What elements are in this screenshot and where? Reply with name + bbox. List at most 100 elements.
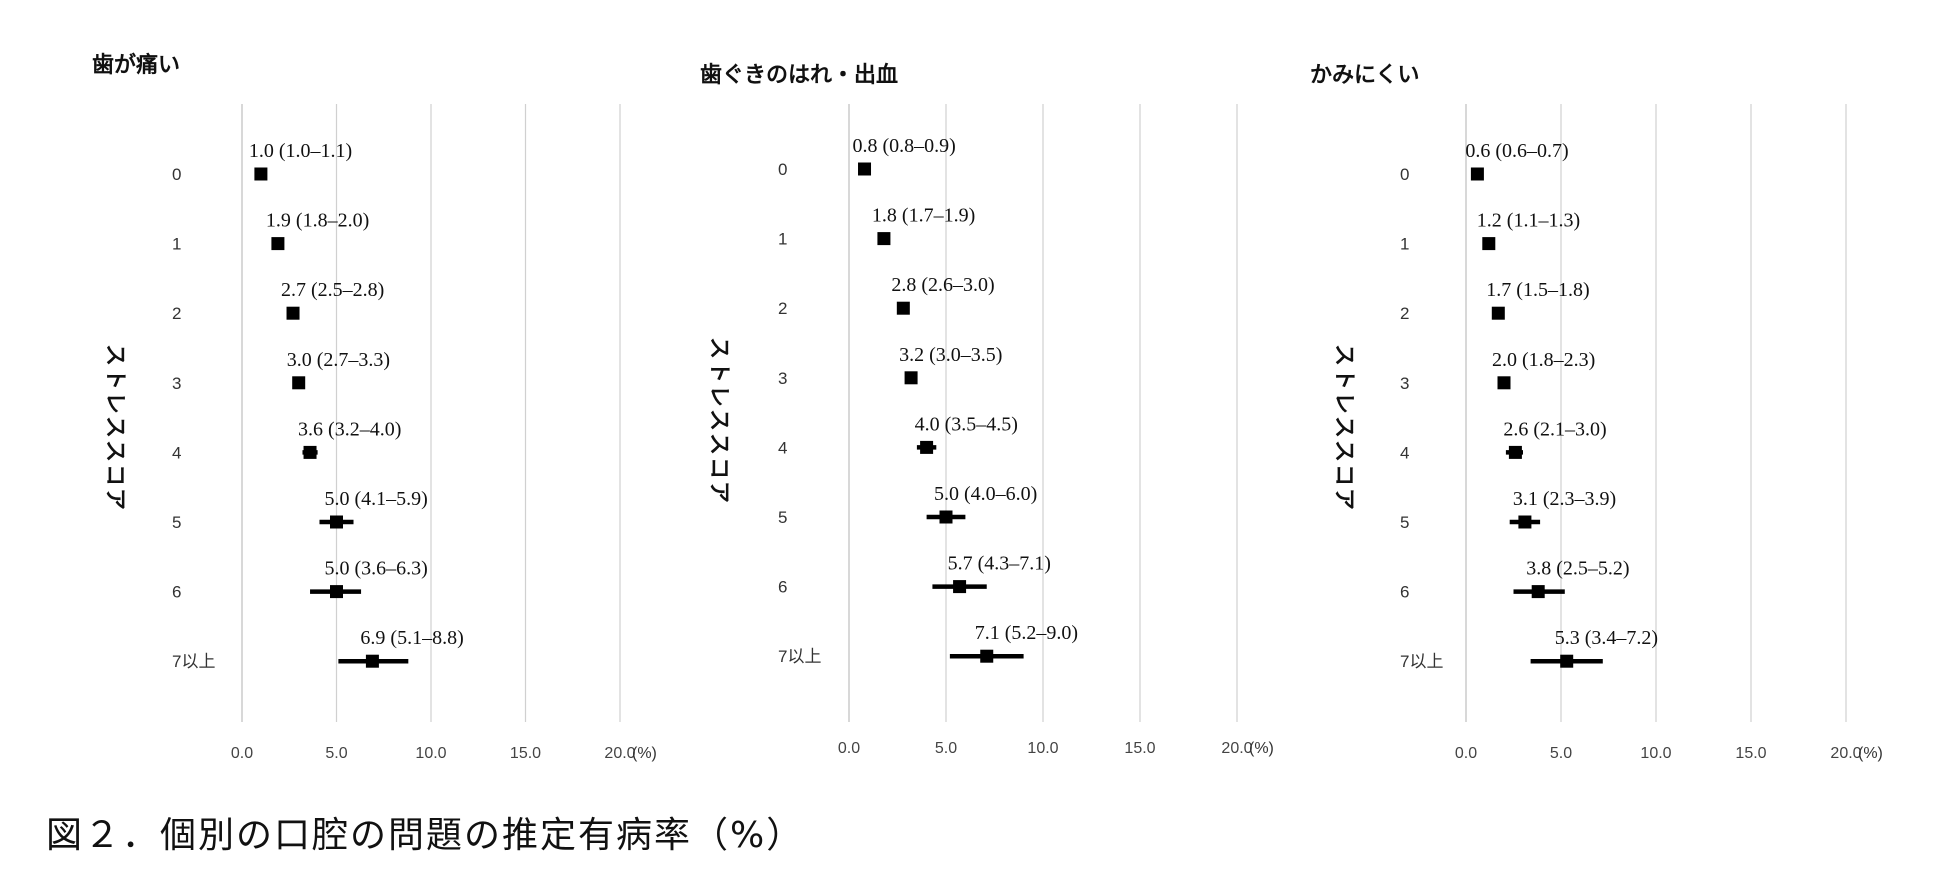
category-label: 6 (172, 583, 181, 602)
data-label: 0.6 (0.6–0.7) (1465, 140, 1568, 162)
category-label: 2 (172, 304, 181, 323)
category-label: 4 (172, 443, 181, 462)
data-label: 1.2 (1.1–1.3) (1477, 210, 1580, 232)
category-label: 0 (778, 160, 787, 179)
x-tick-label: 5.0 (325, 745, 347, 762)
x-tick-label: 5.0 (935, 740, 957, 757)
x-tick-label: 5.0 (1550, 745, 1572, 762)
category-label: 3 (778, 369, 787, 388)
data-label: 4.0 (3.5–4.5) (915, 413, 1018, 435)
x-tick-label: 0.0 (1455, 745, 1477, 762)
x-tick-label: 15.0 (1124, 740, 1155, 757)
category-label: 4 (1400, 443, 1409, 462)
point-estimate-marker (920, 440, 934, 454)
x-unit-label: (%) (1249, 740, 1274, 757)
point-estimate-marker (286, 306, 300, 320)
panel-title: 歯ぐきのはれ・出血 (700, 62, 898, 88)
category-label: 7以上 (1400, 652, 1443, 671)
data-label: 3.2 (3.0–3.5) (899, 344, 1002, 366)
point-estimate-marker (303, 445, 317, 459)
category-label: 0 (172, 165, 181, 184)
point-estimate-marker (330, 585, 343, 599)
x-tick-label: 10.0 (415, 745, 446, 762)
data-label: 3.1 (2.3–3.9) (1513, 488, 1616, 510)
category-label: 0 (1400, 165, 1409, 184)
data-label: 5.0 (4.0–6.0) (934, 483, 1037, 505)
x-tick-label: 20.0 (1221, 740, 1252, 757)
point-estimate-marker (980, 649, 994, 663)
category-label: 5 (778, 508, 787, 527)
category-label: 7以上 (778, 647, 821, 666)
point-estimate-marker (939, 510, 953, 524)
data-label: 3.6 (3.2–4.0) (298, 418, 401, 440)
point-estimate-marker (896, 301, 910, 315)
category-label: 1 (172, 235, 181, 254)
x-tick-label: 10.0 (1027, 740, 1058, 757)
data-label: 1.9 (1.8–2.0) (266, 210, 369, 232)
point-estimate-marker (330, 515, 343, 529)
data-label: 2.7 (2.5–2.8) (281, 279, 384, 301)
category-label: 5 (172, 513, 181, 532)
point-estimate-marker (953, 580, 967, 594)
x-unit-label: (%) (632, 745, 657, 762)
data-label: 6.9 (5.1–8.8) (360, 627, 463, 649)
point-estimate-marker (292, 376, 306, 390)
category-label: 1 (1400, 235, 1409, 254)
y-axis-label: ストレススコア (1331, 344, 1356, 512)
data-label: 2.8 (2.6–3.0) (891, 274, 994, 296)
category-label: 3 (1400, 374, 1409, 393)
category-label: 2 (1400, 304, 1409, 323)
point-estimate-marker (1497, 376, 1511, 390)
point-estimate-marker (1531, 585, 1545, 599)
data-label: 5.0 (3.6–6.3) (325, 558, 428, 580)
category-label: 1 (778, 230, 787, 249)
point-estimate-marker (365, 654, 379, 668)
point-estimate-marker (254, 167, 268, 181)
point-estimate-marker (271, 237, 285, 251)
x-tick-label: 0.0 (231, 745, 253, 762)
data-label: 1.7 (1.5–1.8) (1486, 279, 1589, 301)
data-label: 1.0 (1.0–1.1) (249, 140, 352, 162)
x-tick-label: 20.0 (1830, 745, 1861, 762)
panel-title: 歯が痛い (92, 52, 180, 78)
point-estimate-marker (1470, 167, 1484, 181)
data-label: 3.0 (2.7–3.3) (287, 349, 390, 371)
category-label: 6 (1400, 583, 1409, 602)
panel-title: かみにくい (1310, 63, 1420, 88)
point-estimate-marker (1491, 306, 1505, 320)
category-label: 2 (778, 299, 787, 318)
x-tick-label: 20.0 (604, 745, 635, 762)
x-unit-label: (%) (1858, 745, 1883, 762)
y-axis-label: ストレススコア (706, 337, 731, 505)
data-label: 7.1 (5.2–9.0) (975, 622, 1078, 644)
point-estimate-marker (1560, 654, 1574, 668)
category-label: 3 (172, 374, 181, 393)
point-estimate-marker (1508, 445, 1522, 459)
data-label: 5.0 (4.1–5.9) (325, 488, 428, 510)
category-label: 5 (1400, 513, 1409, 532)
y-axis-label: ストレススコア (102, 344, 127, 512)
point-estimate-marker (858, 162, 872, 176)
data-label: 2.6 (2.1–3.0) (1503, 418, 1606, 440)
figure-caption: 図２．個別の口腔の問題の推定有病率（%） (46, 815, 805, 856)
point-estimate-marker (1482, 237, 1496, 251)
data-label: 5.7 (4.3–7.1) (948, 553, 1051, 575)
data-label: 2.0 (1.8–2.3) (1492, 349, 1595, 371)
data-label: 0.8 (0.8–0.9) (853, 135, 956, 157)
point-estimate-marker (877, 232, 891, 246)
category-label: 4 (778, 438, 787, 457)
x-tick-label: 15.0 (1735, 745, 1766, 762)
point-estimate-marker (1518, 515, 1532, 529)
point-estimate-marker (904, 371, 918, 385)
data-label: 1.8 (1.7–1.9) (872, 205, 975, 227)
data-label: 5.3 (3.4–7.2) (1555, 627, 1658, 649)
category-label: 7以上 (172, 652, 215, 671)
x-tick-label: 15.0 (510, 745, 541, 762)
x-tick-label: 0.0 (838, 740, 860, 757)
category-label: 6 (778, 578, 787, 597)
data-label: 3.8 (2.5–5.2) (1526, 558, 1629, 580)
